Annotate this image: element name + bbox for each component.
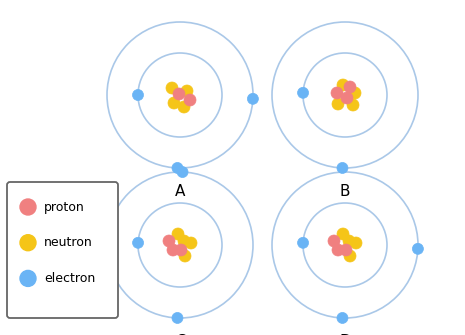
Circle shape [247, 93, 259, 104]
Circle shape [20, 235, 36, 251]
Circle shape [298, 87, 309, 98]
Circle shape [412, 243, 424, 254]
Text: D: D [339, 334, 351, 335]
Circle shape [337, 228, 349, 240]
Circle shape [344, 81, 356, 93]
Circle shape [168, 97, 180, 109]
Text: C: C [175, 334, 186, 335]
Circle shape [181, 85, 193, 97]
Circle shape [328, 235, 340, 247]
Circle shape [341, 92, 353, 104]
Circle shape [347, 99, 359, 111]
Circle shape [172, 228, 184, 240]
Circle shape [349, 87, 361, 99]
Circle shape [166, 82, 178, 94]
Circle shape [343, 235, 355, 247]
Circle shape [172, 162, 183, 174]
Circle shape [167, 244, 179, 256]
Text: proton: proton [44, 201, 85, 213]
Text: neutron: neutron [44, 236, 93, 249]
Circle shape [178, 101, 190, 113]
Circle shape [340, 244, 352, 256]
Circle shape [178, 235, 190, 247]
Circle shape [185, 237, 197, 249]
Text: A: A [175, 184, 185, 199]
Circle shape [179, 250, 191, 262]
Circle shape [175, 244, 187, 256]
FancyBboxPatch shape [7, 182, 118, 318]
Circle shape [344, 250, 356, 262]
Text: B: B [340, 184, 350, 199]
Circle shape [298, 237, 309, 248]
Circle shape [163, 235, 175, 247]
Circle shape [332, 98, 344, 110]
Circle shape [337, 313, 348, 324]
Circle shape [331, 87, 343, 99]
Circle shape [173, 88, 185, 100]
Circle shape [350, 237, 362, 249]
Circle shape [184, 94, 196, 106]
Circle shape [332, 244, 344, 256]
Circle shape [337, 79, 349, 91]
Circle shape [133, 237, 144, 248]
Circle shape [337, 162, 348, 174]
Circle shape [20, 199, 36, 215]
Circle shape [172, 313, 183, 324]
Circle shape [177, 166, 188, 178]
Text: electron: electron [44, 272, 95, 285]
Circle shape [20, 270, 36, 286]
Circle shape [133, 89, 144, 100]
